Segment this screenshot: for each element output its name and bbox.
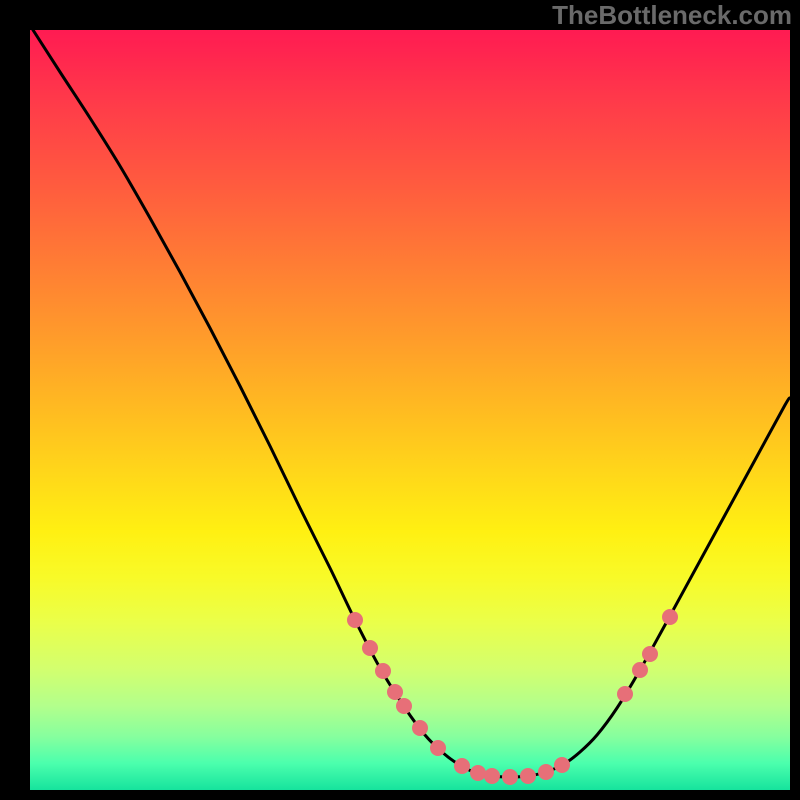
chart-frame: TheBottleneck.com <box>0 0 800 800</box>
data-marker <box>454 758 470 774</box>
data-marker <box>412 720 428 736</box>
gradient-background <box>30 30 790 790</box>
data-marker <box>375 663 391 679</box>
data-marker <box>430 740 446 756</box>
data-marker <box>642 646 658 662</box>
data-marker <box>362 640 378 656</box>
data-marker <box>470 765 486 781</box>
data-marker <box>347 612 363 628</box>
data-marker <box>554 757 570 773</box>
data-marker <box>520 768 536 784</box>
data-marker <box>396 698 412 714</box>
data-marker <box>632 662 648 678</box>
data-marker <box>387 684 403 700</box>
watermark-text: TheBottleneck.com <box>552 0 792 31</box>
data-marker <box>538 764 554 780</box>
chart-svg <box>0 0 800 800</box>
data-marker <box>502 769 518 785</box>
data-marker <box>617 686 633 702</box>
data-marker <box>662 609 678 625</box>
data-marker <box>484 768 500 784</box>
